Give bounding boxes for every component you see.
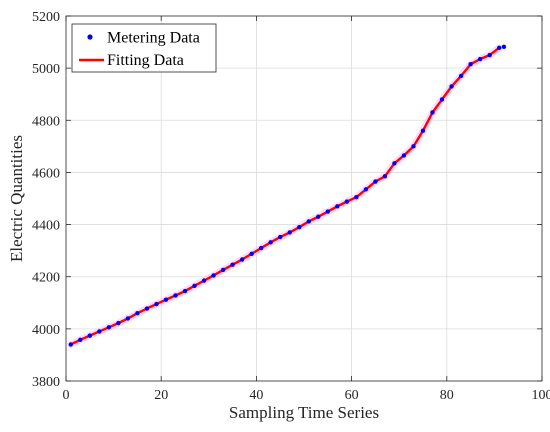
metering-data-point: [230, 262, 235, 267]
metering-data-point: [401, 153, 407, 158]
metering-data-point: [106, 325, 112, 330]
x-tick-label: 100: [532, 388, 550, 403]
metering-data-point: [163, 297, 169, 302]
metering-data-point: [354, 194, 359, 200]
y-tick-label: 3800: [32, 375, 60, 390]
metering-data-point: [439, 97, 445, 102]
metering-data-point: [430, 110, 435, 115]
metering-data-point: [97, 329, 102, 334]
y-tick-label: 4000: [32, 323, 60, 338]
metering-data-point: [487, 52, 492, 58]
metering-data-point: [344, 199, 350, 204]
metering-data-point: [411, 144, 416, 149]
metering-data-point: [220, 267, 226, 273]
metering-data-point: [192, 283, 197, 289]
metering-data-point: [363, 187, 369, 192]
metering-data-point: [449, 84, 454, 89]
legend: Metering Data Fitting Data: [71, 23, 217, 73]
metering-data-point: [182, 288, 188, 294]
metering-data-point: [116, 320, 121, 326]
y-tick-label: 5000: [32, 62, 60, 77]
metering-data-point: [373, 179, 378, 184]
metering-data-point: [335, 204, 340, 209]
metering-data-point: [325, 209, 330, 214]
x-tick-label: 80: [440, 388, 454, 403]
metering-data-point: [258, 245, 264, 251]
axis-ticks: 0 20 40 60 80 100 3800 4000 4200 4400 4600 4800 5000…: [32, 10, 550, 403]
metering-data-point: [297, 224, 302, 230]
metering-data-point: [382, 174, 388, 179]
y-tick-label: 5200: [32, 10, 60, 25]
legend-marker-metering: [87, 34, 93, 40]
legend-label-fitting: Fitting Data: [107, 52, 184, 69]
metering-data-point: [78, 337, 83, 343]
metering-data-point: [211, 273, 216, 278]
legend-box: [71, 23, 217, 73]
metering-data-point: [420, 128, 426, 133]
x-axis-title: Sampling Time Series: [229, 403, 379, 422]
legend-label-metering: Metering Data: [107, 30, 200, 47]
metering-data-point: [135, 311, 140, 316]
metering-data-point: [316, 214, 321, 219]
metering-data-point: [87, 333, 93, 338]
metering-data-point: [268, 240, 273, 245]
metering-data-point: [68, 342, 73, 347]
y-tick-label: 4600: [32, 166, 60, 181]
metering-data-point: [392, 161, 397, 166]
metering-data-point: [477, 56, 483, 62]
metering-data-point: [468, 62, 473, 67]
y-tick-label: 4400: [32, 219, 60, 234]
metering-data-series: [68, 44, 507, 347]
x-tick-label: 0: [63, 388, 70, 403]
x-tick-label: 20: [154, 388, 168, 403]
fitting-data-line: [69, 46, 501, 346]
metering-data-point: [125, 316, 131, 321]
metering-data-point: [144, 306, 150, 311]
metering-data-point: [458, 73, 464, 79]
y-axis-title: Electric Quantities: [7, 135, 26, 262]
metering-data-point: [306, 219, 311, 224]
x-tick-label: 60: [345, 388, 359, 403]
y-tick-label: 4800: [32, 114, 60, 129]
metering-data-point: [278, 234, 283, 240]
plot-frame: [65, 15, 543, 382]
metering-data-point: [287, 230, 292, 235]
metering-data-point: [239, 257, 245, 262]
y-tick-label: 4200: [32, 271, 60, 286]
fitting-data-series: [67, 44, 503, 348]
metering-data-point: [249, 251, 254, 256]
metering-data-point: [154, 301, 159, 307]
metering-data-point: [173, 293, 178, 298]
metering-data-point: [201, 278, 207, 283]
metering-data-point: [496, 45, 502, 51]
x-tick-label: 40: [249, 388, 263, 403]
metering-data-point: [501, 44, 507, 49]
